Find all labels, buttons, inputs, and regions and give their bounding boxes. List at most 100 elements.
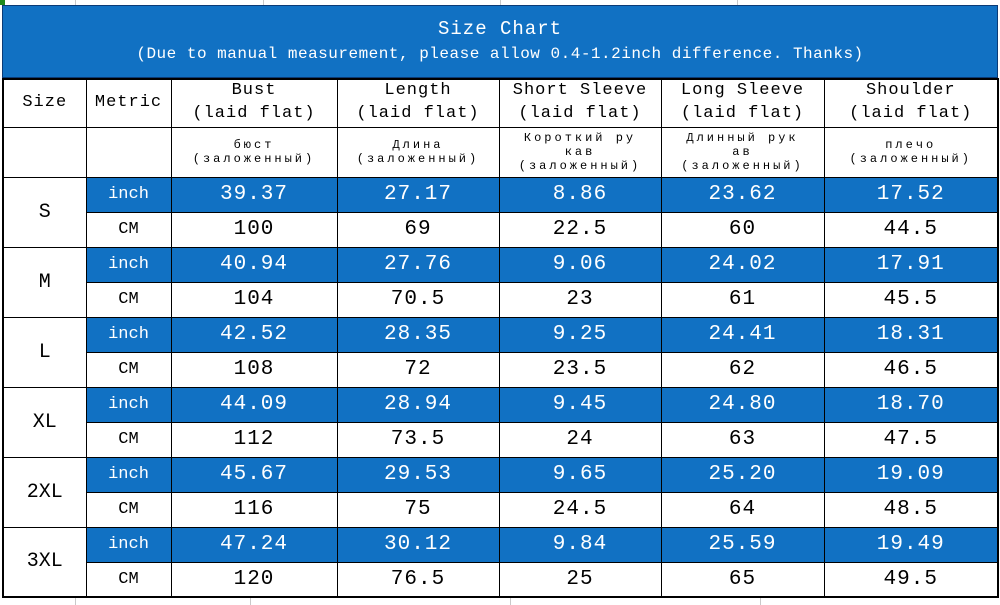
- short-sleeve-inch-value: 9.06: [498, 246, 662, 283]
- length-cm-value: 75: [336, 491, 500, 528]
- shoulder-cm-value: 45.5: [823, 281, 999, 318]
- long-sleeve-inch-value: 25.20: [660, 456, 825, 493]
- col-header-length: Length (laid flat): [336, 78, 500, 128]
- size-label-S: S: [2, 176, 87, 248]
- short-sleeve-cm-value: 23: [498, 281, 662, 318]
- grid-tick: [250, 598, 251, 605]
- grid-tick: [75, 0, 76, 5]
- shoulder-inch-value: 18.31: [823, 316, 999, 353]
- metric-label-inch: inch: [85, 386, 172, 423]
- bust-inch-value: 45.67: [170, 456, 338, 493]
- size-label-M: M: [2, 246, 87, 318]
- long-sleeve-cm-value: 61: [660, 281, 825, 318]
- length-inch-value: 27.17: [336, 176, 500, 213]
- grid-tick: [500, 0, 501, 5]
- long-sleeve-inch-value: 25.59: [660, 526, 825, 563]
- row-2XL-cm: CM 116 75 24.5 64 48.5: [3, 491, 999, 528]
- col-subheader-metric-ru: [85, 126, 172, 178]
- metric-label-inch: inch: [85, 316, 172, 353]
- col-subheader-short-sleeve-ru: Короткий ру кав (заложенный): [498, 126, 662, 178]
- metric-label-cm: CM: [85, 351, 172, 388]
- spreadsheet-corner-mark: [0, 0, 5, 5]
- length-inch-value: 27.76: [336, 246, 500, 283]
- short-sleeve-inch-value: 8.86: [498, 176, 662, 213]
- size-label-2XL: 2XL: [2, 456, 87, 528]
- length-cm-value: 76.5: [336, 561, 500, 598]
- shoulder-inch-value: 18.70: [823, 386, 999, 423]
- col-subheader-long-sleeve-ru: Длинный рук ав (заложенный): [660, 126, 825, 178]
- shoulder-inch-value: 19.09: [823, 456, 999, 493]
- bust-inch-value: 42.52: [170, 316, 338, 353]
- size-chart-table: Size Metric Bust (laid flat) Length (laid f…: [2, 78, 999, 598]
- shoulder-cm-value: 47.5: [823, 421, 999, 458]
- row-3XL-cm: CM 120 76.5 25 65 49.5: [3, 561, 999, 598]
- grid-tick: [263, 0, 264, 5]
- length-cm-value: 70.5: [336, 281, 500, 318]
- short-sleeve-inch-value: 9.45: [498, 386, 662, 423]
- row-2XL-inch: 2XL inch 45.67 29.53 9.65 25.20 19.09: [2, 456, 999, 528]
- bust-cm-value: 120: [170, 561, 338, 598]
- metric-label-inch: inch: [85, 456, 172, 493]
- shoulder-inch-value: 19.49: [823, 526, 999, 563]
- long-sleeve-cm-value: 65: [660, 561, 825, 598]
- col-header-shoulder: Shoulder (laid flat): [823, 78, 999, 128]
- metric-label-cm: CM: [85, 211, 172, 248]
- long-sleeve-inch-value: 24.41: [660, 316, 825, 353]
- bust-cm-value: 100: [170, 211, 338, 248]
- banner-subtitle: (Due to manual measurement, please allow…: [136, 45, 864, 64]
- shoulder-inch-value: 17.91: [823, 246, 999, 283]
- long-sleeve-inch-value: 24.02: [660, 246, 825, 283]
- short-sleeve-inch-value: 9.65: [498, 456, 662, 493]
- size-label-L: L: [2, 316, 87, 388]
- long-sleeve-cm-value: 62: [660, 351, 825, 388]
- bust-inch-value: 44.09: [170, 386, 338, 423]
- col-subheader-bust-ru: бюст (заложенный): [170, 126, 338, 178]
- metric-label-cm: CM: [85, 281, 172, 318]
- shoulder-cm-value: 48.5: [823, 491, 999, 528]
- metric-label-inch: inch: [85, 176, 172, 213]
- grid-tick: [510, 598, 511, 605]
- shoulder-cm-value: 46.5: [823, 351, 999, 388]
- shoulder-cm-value: 44.5: [823, 211, 999, 248]
- length-inch-value: 28.35: [336, 316, 500, 353]
- length-inch-value: 30.12: [336, 526, 500, 563]
- header-row-en: Size Metric Bust (laid flat) Length (laid f…: [2, 78, 999, 128]
- long-sleeve-cm-value: 60: [660, 211, 825, 248]
- size-label-XL: XL: [2, 386, 87, 458]
- bust-cm-value: 116: [170, 491, 338, 528]
- spreadsheet-bottom-strip: [0, 598, 1000, 605]
- metric-label-cm: CM: [85, 491, 172, 528]
- spreadsheet-top-strip: [0, 0, 1000, 5]
- row-L-cm: CM 108 72 23.5 62 46.5: [3, 351, 999, 388]
- col-header-long-sleeve: Long Sleeve (laid flat): [660, 78, 825, 128]
- short-sleeve-cm-value: 24: [498, 421, 662, 458]
- row-M-cm: CM 104 70.5 23 61 45.5: [3, 281, 999, 318]
- row-XL-inch: XL inch 44.09 28.94 9.45 24.80 18.70: [2, 386, 999, 458]
- long-sleeve-cm-value: 64: [660, 491, 825, 528]
- short-sleeve-cm-value: 23.5: [498, 351, 662, 388]
- bust-cm-value: 108: [170, 351, 338, 388]
- long-sleeve-inch-value: 24.80: [660, 386, 825, 423]
- short-sleeve-cm-value: 25: [498, 561, 662, 598]
- metric-label-cm: CM: [85, 421, 172, 458]
- length-inch-value: 29.53: [336, 456, 500, 493]
- col-subheader-size-ru: [2, 126, 87, 178]
- col-header-size: Size: [2, 78, 87, 128]
- row-3XL-inch: 3XL inch 47.24 30.12 9.84 25.59 19.49: [2, 526, 999, 598]
- short-sleeve-cm-value: 24.5: [498, 491, 662, 528]
- col-header-bust: Bust (laid flat): [170, 78, 338, 128]
- col-subheader-length-ru: Длина (заложенный): [336, 126, 500, 178]
- grid-tick: [737, 0, 738, 5]
- length-inch-value: 28.94: [336, 386, 500, 423]
- metric-label-inch: inch: [85, 246, 172, 283]
- col-subheader-shoulder-ru: плечо (заложенный): [823, 126, 999, 178]
- long-sleeve-inch-value: 23.62: [660, 176, 825, 213]
- size-label-3XL: 3XL: [2, 526, 87, 598]
- shoulder-cm-value: 49.5: [823, 561, 999, 598]
- short-sleeve-inch-value: 9.84: [498, 526, 662, 563]
- bust-cm-value: 112: [170, 421, 338, 458]
- bust-cm-value: 104: [170, 281, 338, 318]
- table-head: Size Metric Bust (laid flat) Length (laid f…: [2, 78, 999, 178]
